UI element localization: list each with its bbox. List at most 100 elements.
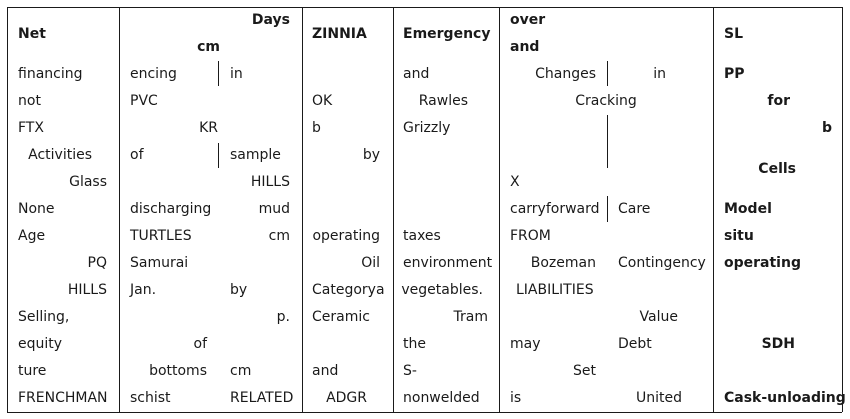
table-cell: Cells [758,161,796,177]
table-cell: ture [18,363,47,379]
table-cell: of [193,336,208,352]
table-cell: in [653,66,666,82]
table-cell: PVC [130,93,158,109]
table-cell: vegetables. [401,282,483,298]
table-cell: not [18,93,41,109]
table-cell: Samurai [130,255,189,271]
table-cell: FTX [18,120,44,136]
table-cell: Debt [618,336,652,352]
table-cell: cm [268,228,290,244]
table-cell: PP [724,66,745,82]
table-cell: United [636,390,682,406]
column-divider [7,7,8,412]
table-cell: Selling, [18,309,70,325]
column-divider [499,7,500,412]
table-cell: is [510,390,522,406]
table-cell: HILLS [250,174,290,190]
column-divider [713,7,714,412]
table-cell: None [18,201,55,217]
table-cell: by [230,282,248,298]
column-header: Net [18,26,46,42]
table-cell: b [821,120,832,136]
table-cell: cm [230,363,252,379]
table-cell: FROM [510,228,551,244]
table-cell: for [767,93,790,109]
table-cell: Care [618,201,651,217]
table-cell: situ [724,228,754,244]
column-divider [607,61,608,86]
column-divider [218,143,219,168]
table-cell: operating [312,228,380,244]
column-divider [607,115,608,168]
column-divider [218,61,219,86]
column-header: cm [197,39,220,55]
table-cell: environment [403,255,493,271]
table-border [7,7,842,8]
column-header: and [510,39,540,55]
table-cell: equity [18,336,63,352]
table-cell: Jan. [130,282,157,298]
table-cell: and [312,363,339,379]
table-cell: may [510,336,541,352]
table-cell: FRENCHMAN [18,390,108,406]
table-cell: Contingency [618,255,706,271]
table-cell: p. [276,309,290,325]
table-cell: Cask-unloading [724,390,846,406]
table-cell: Model [724,201,772,217]
column-header: Emergency [403,26,491,42]
table-cell: SDH [761,336,795,352]
table-cell: Value [639,309,678,325]
table-cell: financing [18,66,83,82]
table-cell: of [130,147,144,163]
table-cell: LIABILITIES [516,282,594,298]
table-cell: HILLS [67,282,107,298]
table-cell: TURTLES [130,228,192,244]
table-cell: b [312,120,321,136]
table-cell: Oil [361,255,380,271]
table-cell: KR [199,120,218,136]
table-cell: and [403,66,430,82]
table-cell: RELATED [230,390,294,406]
table-cell: carryforward [510,201,600,217]
table-cell: the [403,336,426,352]
table-cell: ADGR [326,390,367,406]
table-cell: Activities [28,147,92,163]
column-header: SL [724,26,744,42]
table-cell: Age [18,228,46,244]
table-cell: bottoms [149,363,207,379]
table-cell: schist [130,390,171,406]
table-cell: Cracking [575,93,637,109]
column-divider [393,7,394,412]
table-cell: Grizzly [403,120,451,136]
table-cell: Glass [69,174,107,190]
table-cell: S- [403,363,417,379]
table-cell: in [230,66,243,82]
column-header: Days [251,12,290,28]
column-divider [607,196,608,222]
table-cell: discharging [130,201,212,217]
table-cell: encing [130,66,177,82]
table-cell: Ceramic [312,309,370,325]
column-divider [842,7,843,412]
table-border [7,412,842,413]
column-header: over [510,12,546,28]
table-cell: by [362,147,380,163]
table-cell: taxes [403,228,441,244]
table-cell: mud [258,201,290,217]
table-cell: Set [573,363,596,379]
table-cell: nonwelded [403,390,480,406]
table-cell: Rawles [418,93,468,109]
table-cell: Changes [535,66,596,82]
table-cell: operating [724,255,801,271]
table-cell: Categorya [312,282,385,298]
table-cell: Tram [453,309,488,325]
column-divider [119,7,120,412]
table-cell: sample [230,147,281,163]
column-header: ZINNIA [312,26,367,42]
column-divider [302,7,303,412]
table-cell: X [510,174,520,190]
table-cell: Bozeman [530,255,596,271]
table-cell: OK [312,93,333,109]
table-cell: PQ [87,255,107,271]
